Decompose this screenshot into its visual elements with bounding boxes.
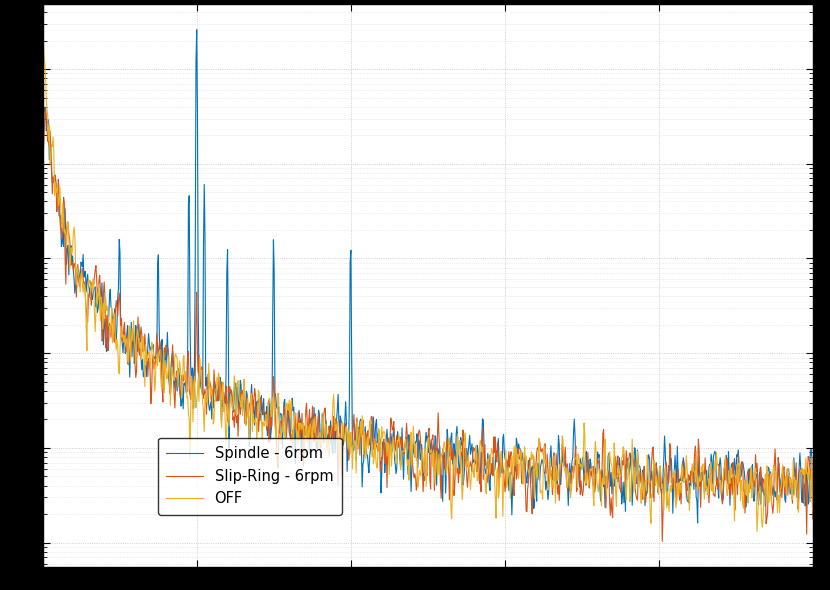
OFF: [769, 464, 779, 471]
Line: OFF: OFF: [42, 42, 813, 532]
Slip-Ring - 6rpm: [37, 219, 47, 226]
Line: Slip-Ring - 6rpm: Slip-Ring - 6rpm: [42, 109, 813, 542]
Slip-Ring - 6rpm: [200, 385, 210, 392]
OFF: [200, 395, 210, 402]
OFF: [83, 290, 93, 297]
Spindle - 6rpm: [693, 519, 703, 526]
Spindle - 6rpm: [82, 278, 92, 285]
Slip-Ring - 6rpm: [41, 105, 51, 112]
Spindle - 6rpm: [808, 503, 818, 510]
Spindle - 6rpm: [37, 181, 47, 188]
OFF: [73, 267, 83, 274]
Slip-Ring - 6rpm: [73, 261, 83, 268]
Spindle - 6rpm: [304, 429, 314, 436]
Spindle - 6rpm: [200, 232, 210, 239]
OFF: [38, 38, 48, 45]
Spindle - 6rpm: [192, 26, 202, 33]
OFF: [304, 439, 314, 446]
OFF: [37, 109, 47, 116]
Legend: Spindle - 6rpm, Slip-Ring - 6rpm, OFF: Spindle - 6rpm, Slip-Ring - 6rpm, OFF: [158, 438, 342, 514]
Spindle - 6rpm: [197, 388, 207, 395]
Spindle - 6rpm: [72, 264, 82, 271]
Spindle - 6rpm: [769, 488, 779, 495]
Slip-Ring - 6rpm: [808, 516, 818, 523]
Line: Spindle - 6rpm: Spindle - 6rpm: [42, 30, 813, 523]
OFF: [197, 391, 207, 398]
OFF: [808, 509, 818, 516]
Slip-Ring - 6rpm: [304, 417, 314, 424]
OFF: [752, 528, 762, 535]
Slip-Ring - 6rpm: [197, 363, 207, 371]
Slip-Ring - 6rpm: [769, 460, 779, 467]
Slip-Ring - 6rpm: [657, 538, 667, 545]
Slip-Ring - 6rpm: [83, 319, 93, 326]
